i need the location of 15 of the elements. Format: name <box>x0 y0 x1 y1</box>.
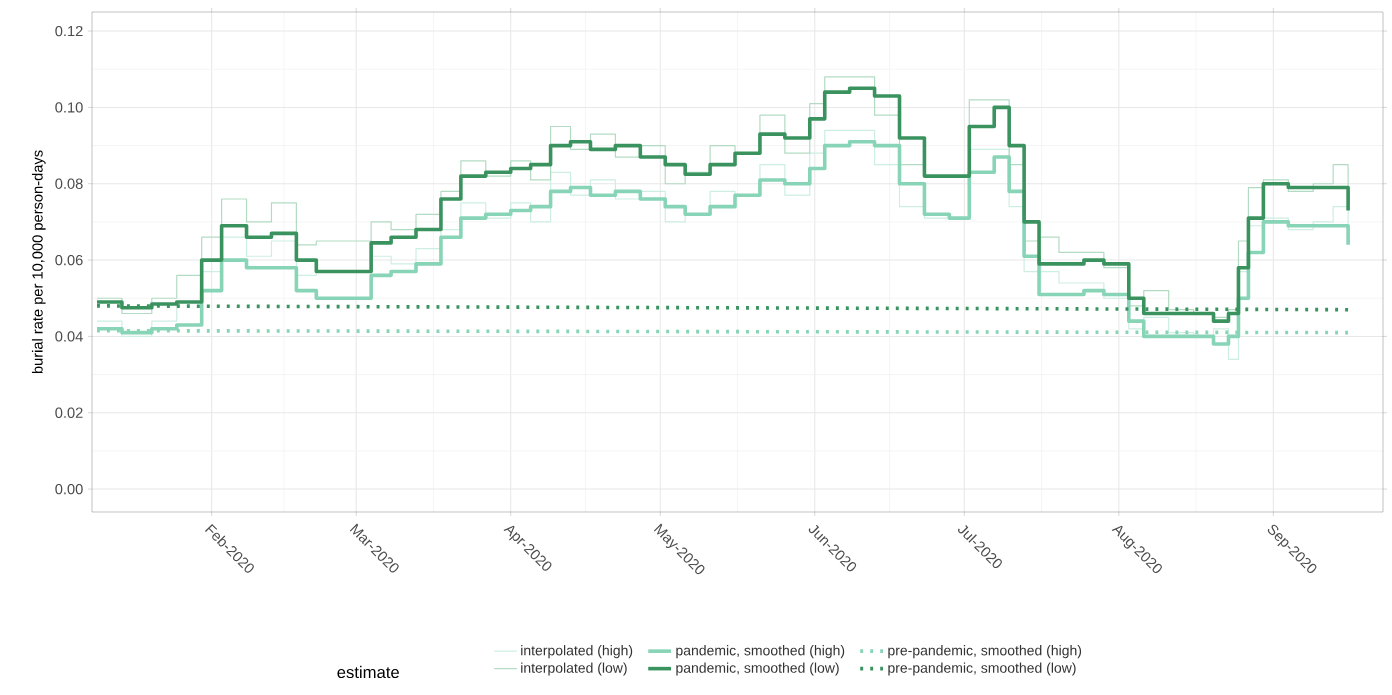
legend-label: pandemic, smoothed (low) <box>676 662 839 676</box>
y-tick-label: 0.12 <box>55 25 83 37</box>
y-tick-label: 0.02 <box>55 407 83 418</box>
y-axis-title: burial rate per 10,000 person-days <box>31 150 46 374</box>
y-tick-label: 0.10 <box>55 102 83 113</box>
y-tick-label: 0.08 <box>55 178 83 189</box>
legend-label: interpolated (high) <box>521 645 633 659</box>
y-tick-label: 0.00 <box>55 483 83 495</box>
legend-title: estimate <box>337 665 399 679</box>
legend-label: pre-pandemic, smoothed (low) <box>888 662 1076 676</box>
y-tick-label: 0.04 <box>55 331 83 342</box>
legend-label: pandemic, smoothed (high) <box>676 645 845 659</box>
legend-label: pre-pandemic, smoothed (high) <box>888 645 1082 659</box>
legend-label: interpolated (low) <box>521 662 627 676</box>
y-tick-label: 0.06 <box>55 254 83 266</box>
